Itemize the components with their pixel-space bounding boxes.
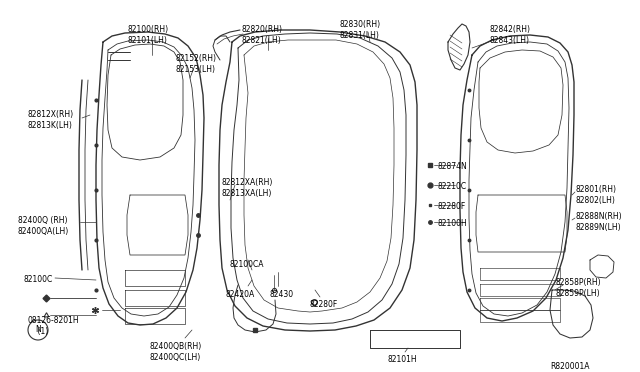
Text: 82420A: 82420A: [225, 290, 254, 299]
Text: 82210C: 82210C: [438, 182, 467, 191]
Text: 82801(RH)
82802(LH): 82801(RH) 82802(LH): [575, 185, 616, 205]
Text: R820001A: R820001A: [550, 362, 589, 371]
Text: 82101H: 82101H: [388, 355, 418, 364]
Text: 82874N: 82874N: [438, 162, 468, 171]
Text: 82280F: 82280F: [438, 202, 467, 211]
Text: 82858P(RH)
82859P(LH): 82858P(RH) 82859P(LH): [555, 278, 600, 298]
Text: 82100(RH)
82101(LH): 82100(RH) 82101(LH): [127, 25, 168, 45]
Text: 82842(RH)
82843(LH): 82842(RH) 82843(LH): [490, 25, 531, 45]
Text: 82812XA(RH)
82813XA(LH): 82812XA(RH) 82813XA(LH): [222, 178, 273, 198]
Text: 82100C: 82100C: [24, 275, 53, 284]
Text: 82100CA: 82100CA: [230, 260, 264, 269]
Text: 82400QB(RH)
82400QC(LH): 82400QB(RH) 82400QC(LH): [150, 342, 202, 362]
Text: 08126-8201H
    (1): 08126-8201H (1): [28, 316, 79, 336]
Text: 82152(RH)
82153(LH): 82152(RH) 82153(LH): [175, 54, 216, 74]
Text: 82820(RH)
82821(LH): 82820(RH) 82821(LH): [242, 25, 283, 45]
Text: 82280F: 82280F: [310, 300, 339, 309]
Text: 82888N(RH)
82889N(LH): 82888N(RH) 82889N(LH): [575, 212, 621, 232]
Text: 82830(RH)
82831(LH): 82830(RH) 82831(LH): [340, 20, 381, 40]
Text: 82812X(RH)
82813K(LH): 82812X(RH) 82813K(LH): [28, 110, 74, 130]
Text: 82100H: 82100H: [438, 219, 468, 228]
Text: N: N: [35, 326, 41, 334]
Text: 82430: 82430: [270, 290, 294, 299]
Text: 82400Q (RH)
82400QA(LH): 82400Q (RH) 82400QA(LH): [18, 216, 69, 236]
